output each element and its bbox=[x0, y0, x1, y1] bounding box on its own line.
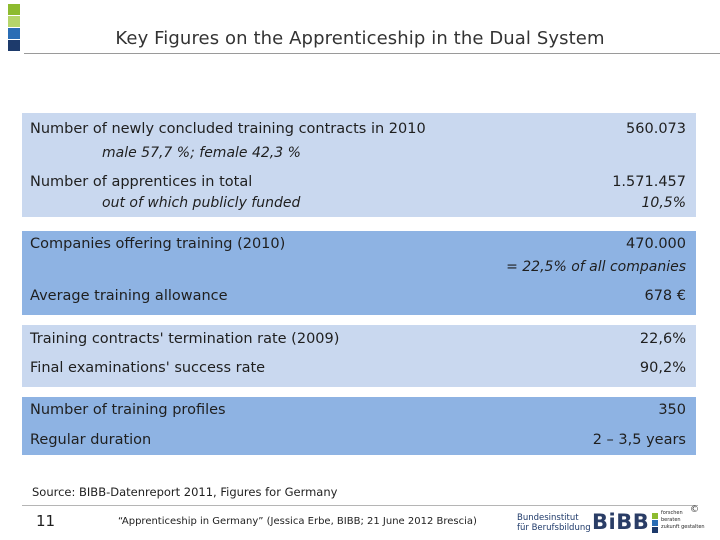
bibb-logo: BiBB bbox=[592, 510, 650, 534]
bibb-logo-squares bbox=[652, 513, 658, 534]
apprentices-label: Number of apprentices in total bbox=[30, 174, 253, 190]
allowance-value: 678 € bbox=[644, 288, 686, 304]
bibb-tagline: forschen beraten zukunft gestalten bbox=[661, 510, 705, 531]
page-number: 11 bbox=[36, 512, 56, 530]
figures-block-1 bbox=[22, 113, 696, 217]
org-name-line2: für Berufsbildung bbox=[517, 523, 591, 533]
contracts-value: 560.073 bbox=[626, 121, 686, 137]
bibb-square-navy bbox=[652, 527, 658, 533]
org-name-line1: Bundesinstitut bbox=[517, 513, 579, 523]
figures-block-4 bbox=[22, 397, 696, 455]
contracts-gender-split: male 57,7 %; female 42,3 % bbox=[102, 145, 301, 161]
duration-label: Regular duration bbox=[30, 432, 152, 448]
logo-square-navy bbox=[8, 40, 20, 51]
apprentices-funded-label: out of which publicly funded bbox=[102, 195, 301, 211]
figures-block-3 bbox=[22, 325, 696, 387]
exams-value: 90,2% bbox=[639, 360, 686, 376]
exams-label: Final examinations' success rate bbox=[30, 360, 266, 376]
apprentices-funded-value: 10,5% bbox=[641, 195, 686, 211]
footer-divider bbox=[22, 505, 698, 506]
companies-label: Companies offering training (2010) bbox=[30, 236, 286, 252]
figures-block-2 bbox=[22, 231, 696, 315]
profiles-value: 350 bbox=[658, 402, 686, 418]
companies-share: = 22,5% of all companies bbox=[506, 259, 686, 275]
footer-citation: “Apprenticeship in Germany” (Jessica Erb… bbox=[118, 516, 477, 527]
corner-logo-bar bbox=[8, 4, 20, 52]
allowance-label: Average training allowance bbox=[30, 288, 228, 304]
duration-value: 2 – 3,5 years bbox=[592, 432, 686, 448]
bibb-square-blue bbox=[652, 520, 658, 526]
bibb-square-green bbox=[652, 513, 658, 519]
logo-square-lightgreen bbox=[8, 16, 20, 27]
contracts-label: Number of newly concluded training contr… bbox=[30, 121, 426, 137]
bibb-tagline-line2: beraten bbox=[661, 517, 681, 523]
profiles-label: Number of training profiles bbox=[30, 402, 226, 418]
copyright-mark: © bbox=[690, 505, 699, 515]
bibb-tagline-line1: forschen bbox=[661, 510, 683, 516]
org-name: Bundesinstitut für Berufsbildung bbox=[517, 513, 591, 533]
logo-square-blue bbox=[8, 28, 20, 39]
title-divider bbox=[24, 53, 720, 54]
source-note: Source: BIBB-Datenreport 2011, Figures f… bbox=[32, 485, 338, 499]
title-row: Key Figures on the Apprenticeship in the… bbox=[0, 28, 720, 49]
termination-value: 22,6% bbox=[639, 331, 686, 347]
apprentices-value: 1.571.457 bbox=[612, 174, 686, 190]
page-title: Key Figures on the Apprenticeship in the… bbox=[115, 28, 605, 49]
termination-label: Training contracts' termination rate (20… bbox=[30, 331, 340, 347]
companies-value: 470.000 bbox=[626, 236, 686, 252]
bibb-tagline-line3: zukunft gestalten bbox=[661, 524, 705, 530]
logo-square-green bbox=[8, 4, 20, 15]
